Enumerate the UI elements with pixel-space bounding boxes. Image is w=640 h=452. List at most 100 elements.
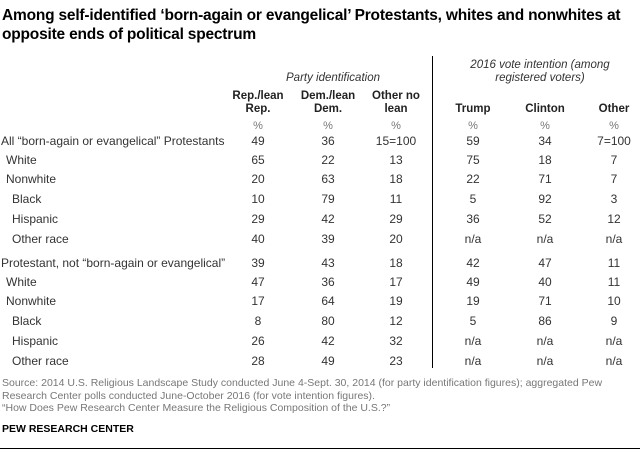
table-row: Other race 28 49 23 n/a n/a n/a (0, 354, 640, 372)
table-cell: 7 (610, 172, 618, 186)
table-cell: n/a (536, 354, 554, 368)
table-cell: 28 (251, 354, 265, 368)
row-label: Nonwhite (6, 294, 57, 308)
table-cell: 9 (610, 314, 618, 328)
table-cell: 39 (321, 232, 335, 246)
table-row: Nonwhite 20 63 18 22 71 7 (0, 172, 640, 190)
table-cell: 5 (469, 192, 477, 206)
table-cell: 17 (389, 275, 403, 289)
group-header-party: Party identification (286, 72, 380, 84)
table-cell: 3 (610, 192, 618, 206)
table-cell: n/a (605, 354, 623, 368)
group-header-vote: 2016 vote intention (among registered vo… (470, 59, 610, 84)
table-cell: 63 (321, 172, 335, 186)
table-cell: 86 (538, 314, 552, 328)
table-cell: 7=100 (597, 134, 631, 148)
column-header: Dem./lean Dem. (300, 90, 356, 115)
row-label: Black (12, 192, 42, 206)
table-row: Other race 40 39 20 n/a n/a n/a (0, 232, 640, 250)
table-cell: 59 (466, 134, 480, 148)
table-row: Black 8 80 12 5 86 9 (0, 314, 640, 332)
table-cell: 49 (251, 134, 265, 148)
row-label: White (6, 153, 37, 167)
table-cell: 52 (538, 212, 552, 226)
row-label: Protestant, not “born-again or evangelic… (1, 256, 226, 270)
column-header: Clinton (525, 103, 565, 115)
table-cell: 43 (321, 256, 335, 270)
table-cell: 20 (389, 232, 403, 246)
unit-label: % (253, 120, 263, 132)
table-cell: 42 (321, 212, 335, 226)
table-cell: 36 (466, 212, 480, 226)
table-cell: 39 (251, 256, 265, 270)
table-row: Black 10 79 11 5 92 3 (0, 192, 640, 210)
table-cell: n/a (464, 334, 482, 348)
table-cell: 71 (538, 172, 552, 186)
table-cell: 36 (321, 134, 335, 148)
column-header: Rep./lean Rep. (232, 90, 284, 115)
table-cell: 11 (389, 192, 403, 206)
chart-title: Among self-identified ‘born-again or eva… (2, 7, 621, 43)
unit-label: % (391, 120, 401, 132)
unit-label: % (609, 120, 619, 132)
table-cell: 13 (389, 153, 403, 167)
table-cell: 7 (610, 153, 618, 167)
column-header: Other no lean (372, 90, 420, 115)
table-row: Nonwhite 17 64 19 19 71 10 (0, 294, 640, 312)
table-cell: 5 (469, 314, 477, 328)
table-cell: 12 (389, 314, 403, 328)
table-cell: 29 (389, 212, 403, 226)
table-cell: 49 (321, 354, 335, 368)
table-cell: 42 (466, 256, 480, 270)
table-cell: 15=100 (375, 134, 417, 148)
table-cell: n/a (464, 354, 482, 368)
table-cell: 20 (251, 172, 265, 186)
source-text: Source: 2014 U.S. Religious Landscape St… (2, 377, 603, 402)
table-cell: 79 (321, 192, 335, 206)
table-cell: 11 (607, 256, 621, 270)
table-cell: 80 (321, 314, 335, 328)
table-cell: 12 (607, 212, 621, 226)
table-cell: 92 (538, 192, 552, 206)
table-cell: 18 (389, 172, 403, 186)
table-cell: 34 (538, 134, 552, 148)
table-cell: 40 (251, 232, 265, 246)
row-label: White (6, 275, 37, 289)
row-label: All “born-again or evangelical” Protesta… (1, 134, 225, 148)
table-cell: 49 (466, 275, 480, 289)
table-row: Protestant, not “born-again or evangelic… (0, 256, 640, 274)
table-cell: 17 (251, 294, 265, 308)
table-cell: 19 (389, 294, 403, 308)
column-divider (432, 56, 433, 368)
row-label: Other race (12, 354, 69, 368)
table-cell: 40 (538, 275, 552, 289)
row-label: Other race (12, 232, 69, 246)
table-cell: 64 (321, 294, 335, 308)
table-row: Hispanic 26 42 32 n/a n/a n/a (0, 334, 640, 352)
table-cell: 11 (607, 275, 621, 289)
column-header: Trump (455, 103, 491, 115)
source-note: Source: 2014 U.S. Religious Landscape St… (2, 377, 632, 415)
table-cell: n/a (464, 232, 482, 246)
row-label: Hispanic (12, 212, 59, 226)
table-cell: 36 (321, 275, 335, 289)
table-cell: 47 (251, 275, 265, 289)
table-cell: 18 (538, 153, 552, 167)
unit-label: % (540, 120, 550, 132)
table-cell: 75 (466, 153, 480, 167)
unit-label: % (323, 120, 333, 132)
table-row: White 47 36 17 49 40 11 (0, 275, 640, 293)
table-row: Hispanic 29 42 29 36 52 12 (0, 212, 640, 230)
table-cell: 10 (607, 294, 621, 308)
table-cell: 42 (321, 334, 335, 348)
row-label: Hispanic (12, 334, 59, 348)
row-label: Nonwhite (6, 172, 57, 186)
row-label: Black (12, 314, 42, 328)
table-cell: n/a (605, 334, 623, 348)
table-cell: 22 (321, 153, 335, 167)
reference-note: “How Does Pew Research Center Measure th… (2, 402, 391, 414)
table-cell: 65 (251, 153, 265, 167)
table-cell: n/a (605, 232, 623, 246)
table-cell: 29 (251, 212, 265, 226)
